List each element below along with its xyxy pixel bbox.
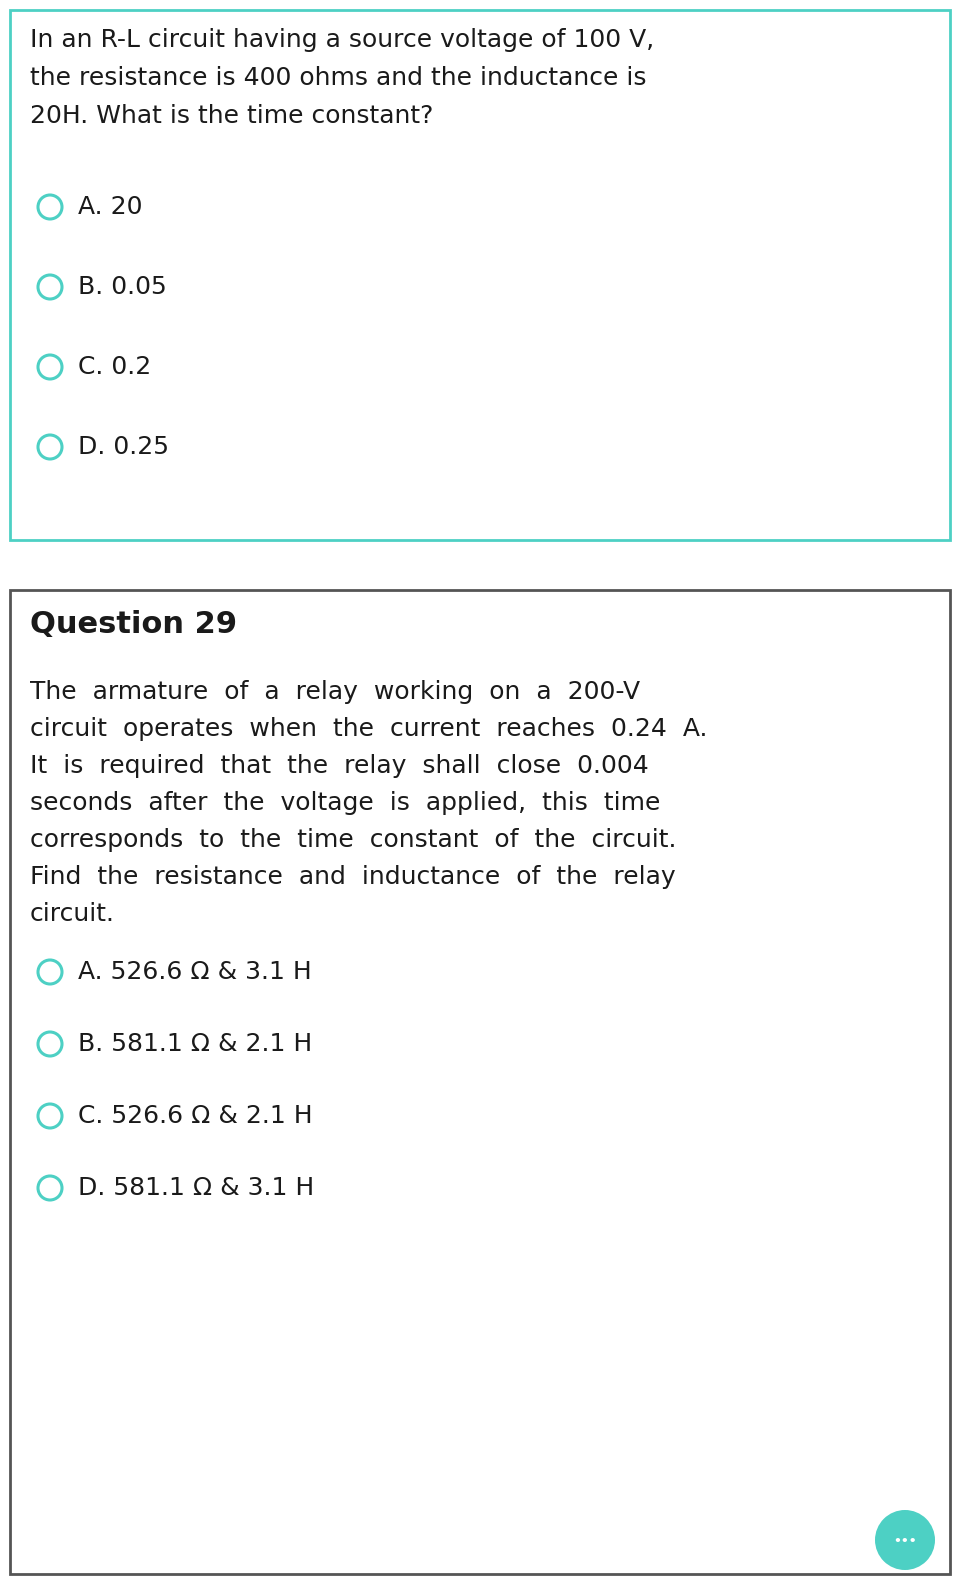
Text: •••: ••• (893, 1535, 917, 1548)
Text: Find  the  resistance  and  inductance  of  the  relay: Find the resistance and inductance of th… (30, 865, 676, 889)
Text: B. 581.1 Ω & 2.1 H: B. 581.1 Ω & 2.1 H (78, 1033, 312, 1057)
Text: seconds  after  the  voltage  is  applied,  this  time: seconds after the voltage is applied, th… (30, 790, 660, 816)
Text: Question 29: Question 29 (30, 610, 237, 638)
Circle shape (875, 1510, 935, 1570)
Text: B. 0.05: B. 0.05 (78, 276, 167, 299)
Text: C. 526.6 Ω & 2.1 H: C. 526.6 Ω & 2.1 H (78, 1104, 312, 1128)
Text: D. 0.25: D. 0.25 (78, 436, 169, 459)
Text: circuit  operates  when  the  current  reaches  0.24  A.: circuit operates when the current reache… (30, 718, 707, 741)
Text: It  is  required  that  the  relay  shall  close  0.004: It is required that the relay shall clos… (30, 754, 649, 778)
Text: A. 526.6 Ω & 3.1 H: A. 526.6 Ω & 3.1 H (78, 960, 311, 984)
Text: circuit.: circuit. (30, 901, 115, 927)
Text: D. 581.1 Ω & 3.1 H: D. 581.1 Ω & 3.1 H (78, 1175, 314, 1201)
Text: 20H. What is the time constant?: 20H. What is the time constant? (30, 105, 433, 128)
Bar (10, 10, 950, 540)
Text: corresponds  to  the  time  constant  of  the  circuit.: corresponds to the time constant of the … (30, 828, 677, 852)
Text: In an R-L circuit having a source voltage of 100 V,: In an R-L circuit having a source voltag… (30, 29, 654, 52)
Text: A. 20: A. 20 (78, 195, 142, 219)
Text: the resistance is 400 ohms and the inductance is: the resistance is 400 ohms and the induc… (30, 67, 647, 90)
Bar (10, 589, 950, 1574)
Text: C. 0.2: C. 0.2 (78, 355, 151, 379)
Text: The  armature  of  a  relay  working  on  a  200-V: The armature of a relay working on a 200… (30, 680, 640, 703)
